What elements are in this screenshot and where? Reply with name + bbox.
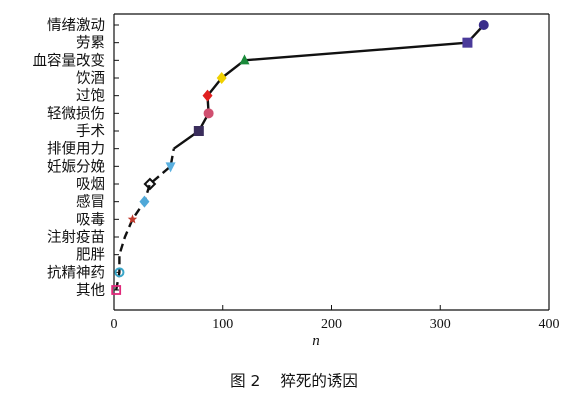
y-tick-label: 饮酒 <box>76 70 105 87</box>
chart-axes <box>113 13 550 311</box>
series-line-layer <box>115 24 485 291</box>
marker-11 <box>202 89 213 102</box>
y-tick-label: 妊娠分娩 <box>47 158 105 175</box>
y-tick-label: 肥胖 <box>76 247 105 264</box>
y-tick-labels: 其他抗精神药肥胖注射疫苗吸毒感冒吸烟妊娠分娩排便用力手术轻微损伤过饱饮酒血容量改… <box>33 17 106 299</box>
marker-13 <box>239 54 250 65</box>
y-tick-label: 手术 <box>76 123 105 140</box>
marker-9 <box>193 126 204 136</box>
x-tick-label: 100 <box>212 317 233 332</box>
marker-10 <box>203 108 214 119</box>
y-tick-label: 吸毒 <box>76 211 105 228</box>
marker-12 <box>216 72 227 84</box>
x-tick-labels: 0 100 200 300 400 <box>111 317 560 332</box>
marker-14 <box>462 37 473 48</box>
series-line-solid <box>173 24 485 150</box>
y-tick-label: 过饱 <box>76 88 105 105</box>
y-tick-label: 抗精神药 <box>47 264 105 281</box>
x-tick-label: 0 <box>111 317 118 332</box>
figure-caption: 图 2 猝死的诱因 <box>0 369 588 391</box>
marker-0 <box>111 285 122 295</box>
x-tick-label: 200 <box>321 317 342 332</box>
x-axis-label: n <box>312 333 320 349</box>
marker-5 <box>139 195 150 208</box>
figure-title: 猝死的诱因 <box>280 372 358 390</box>
x-tick-label: 400 <box>539 317 560 332</box>
y-tick-label: 劳累 <box>76 35 105 52</box>
y-tick-label: 吸烟 <box>76 176 105 193</box>
y-tick-label: 排便用力 <box>47 141 105 158</box>
y-tick-label: 血容量改变 <box>33 52 106 69</box>
x-tick-label: 300 <box>430 317 451 332</box>
chart: 其他抗精神药肥胖注射疫苗吸毒感冒吸烟妊娠分娩排便用力手术轻微损伤过饱饮酒血容量改… <box>33 13 560 349</box>
marker-6 <box>143 177 157 191</box>
y-tick-label: 情绪激动 <box>47 17 105 34</box>
marker-15 <box>478 20 489 30</box>
series-line-dashed <box>115 148 175 291</box>
marker-layer <box>111 20 489 295</box>
y-tick-label: 注射疫苗 <box>47 229 105 246</box>
marker-1 <box>114 267 125 278</box>
figure-number: 图 2 <box>230 372 261 390</box>
marker-4 <box>127 214 138 224</box>
marker-7 <box>165 162 176 173</box>
y-tick-label: 其他 <box>76 282 105 299</box>
y-tick-label: 轻微损伤 <box>47 105 105 122</box>
y-tick-label: 感冒 <box>76 194 105 211</box>
